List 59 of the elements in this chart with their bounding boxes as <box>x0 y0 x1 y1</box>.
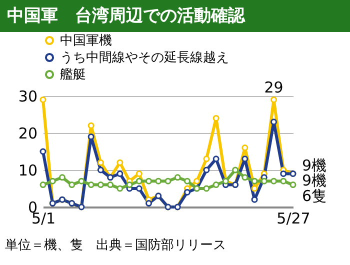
point <box>155 178 162 184</box>
y-tick-label: 10 <box>18 162 38 180</box>
point <box>97 159 104 166</box>
point <box>184 178 190 184</box>
point <box>212 114 220 122</box>
point <box>49 178 56 184</box>
point <box>136 185 142 192</box>
point <box>88 182 94 188</box>
point <box>146 200 152 207</box>
text: 単位＝機、隻 出典＝国防部リリース <box>5 238 226 253</box>
y-tick-label: 30 <box>18 88 38 106</box>
point <box>203 185 210 192</box>
point <box>40 182 46 188</box>
point <box>203 156 210 162</box>
point <box>270 96 278 103</box>
point <box>164 178 172 184</box>
point <box>68 182 76 188</box>
y-tick-label: 20 <box>18 124 38 142</box>
point <box>126 182 133 188</box>
point <box>242 174 248 181</box>
point <box>251 196 258 203</box>
legend-label: 中国軍機 <box>60 34 112 48</box>
x-tick-label: 5/27 <box>276 210 310 228</box>
point <box>251 185 258 192</box>
point <box>194 178 200 184</box>
point <box>97 166 104 174</box>
point <box>251 178 258 184</box>
point <box>88 133 94 140</box>
chart-title: 中国軍 台湾周辺での活動確認 <box>7 6 246 26</box>
point <box>212 156 220 162</box>
point <box>270 118 278 126</box>
point <box>40 96 46 103</box>
legend-label: 艦艇 <box>60 68 86 82</box>
point <box>88 122 94 129</box>
point <box>212 182 220 188</box>
point <box>232 166 239 174</box>
point <box>136 178 142 184</box>
point <box>116 170 124 177</box>
point <box>78 178 85 184</box>
point <box>290 182 296 188</box>
point <box>40 148 46 155</box>
point <box>58 174 66 181</box>
point <box>107 182 114 188</box>
point <box>270 178 278 184</box>
point <box>174 174 181 181</box>
point <box>136 170 142 177</box>
point <box>97 182 104 188</box>
point <box>242 144 248 152</box>
point <box>116 185 124 192</box>
point <box>146 178 152 184</box>
point <box>116 159 124 166</box>
point <box>242 156 248 162</box>
point <box>280 170 287 177</box>
legend-label: うち中間線やその延長線越え <box>60 50 229 66</box>
point <box>280 178 287 184</box>
data-label: 29 <box>264 78 284 97</box>
point <box>203 166 210 174</box>
point <box>260 178 268 184</box>
point <box>184 188 190 196</box>
